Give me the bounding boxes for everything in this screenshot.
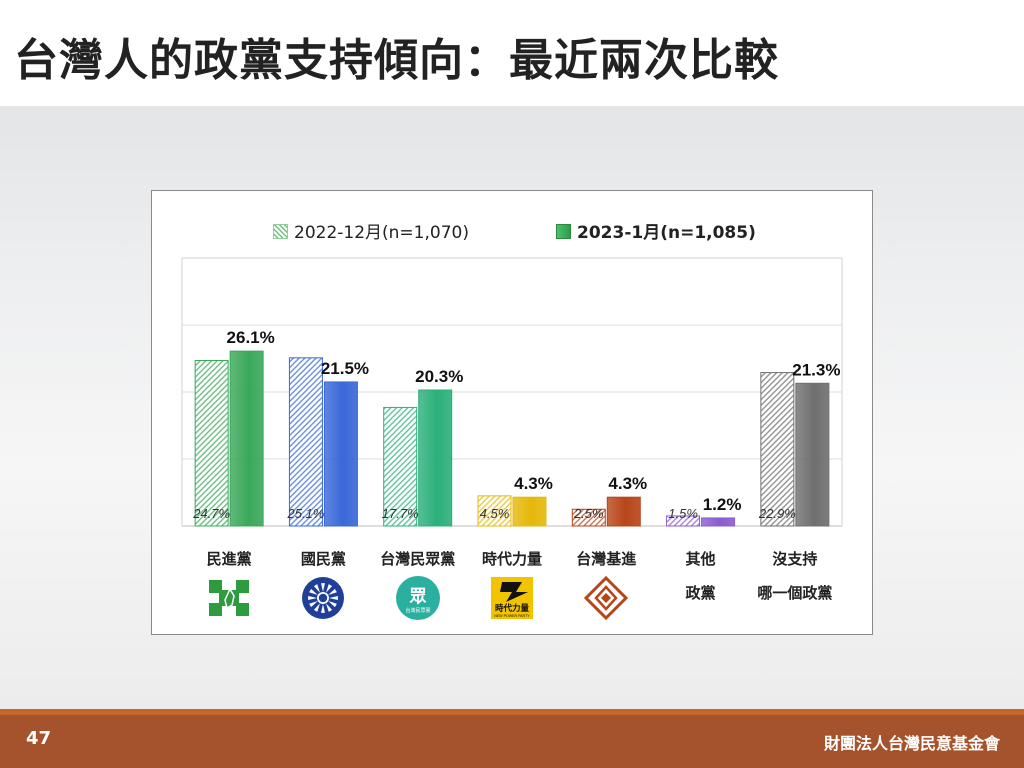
svg-text:台灣民眾黨: 台灣民眾黨 bbox=[405, 607, 430, 614]
category-label: 政黨 bbox=[685, 584, 716, 602]
svg-text:時代力量: 時代力量 bbox=[495, 603, 530, 613]
tpp-logo-icon: 眾台灣民眾黨 bbox=[394, 574, 442, 622]
data-label-2023-1: 21.3% bbox=[792, 360, 840, 379]
category-label: 台灣民眾黨 bbox=[380, 550, 456, 568]
category-label: 時代力量 bbox=[481, 550, 542, 568]
category-label: 沒支持 bbox=[772, 550, 818, 568]
legend-item-2023-1: 2023-1月(n=1,085) bbox=[556, 218, 756, 243]
data-label-2022-12: 2.5% bbox=[573, 506, 604, 521]
bar-2023-1-5 bbox=[606, 496, 641, 527]
bar-2023-1-6 bbox=[701, 517, 736, 527]
bar-2023-1-7 bbox=[795, 382, 830, 527]
bar-2022-12-4 bbox=[477, 495, 512, 527]
kmt-logo-icon bbox=[299, 574, 347, 622]
title-band bbox=[0, 0, 1024, 106]
bar-2022-12-7 bbox=[760, 372, 795, 527]
legend-swatch-hatched bbox=[273, 224, 288, 239]
bar-2022-12-1 bbox=[194, 360, 229, 527]
legend-label: 2023-1月(n=1,085) bbox=[577, 223, 756, 243]
data-label-2022-12: 25.1% bbox=[286, 506, 324, 521]
footer-accent-line bbox=[0, 709, 1024, 715]
data-label-2022-12: 22.9% bbox=[758, 506, 796, 521]
category-label: 民進黨 bbox=[206, 550, 252, 568]
dpp-logo-icon bbox=[205, 574, 253, 622]
bar-2023-1-1 bbox=[229, 350, 264, 527]
bar-2023-1-2 bbox=[323, 381, 358, 527]
data-label-2023-1: 4.3% bbox=[608, 474, 647, 493]
bar-2023-1-4 bbox=[512, 496, 547, 527]
bar-2023-1-3 bbox=[418, 389, 453, 527]
footer-bar bbox=[0, 715, 1024, 768]
data-label-2023-1: 21.5% bbox=[321, 359, 369, 378]
organization-name: 財團法人台灣民意基金會 bbox=[823, 734, 1000, 753]
category-label: 國民黨 bbox=[300, 550, 346, 568]
data-label-2022-12: 1.5% bbox=[668, 506, 698, 521]
slide-title: 台灣人的政黨支持傾向：最近兩次比較 bbox=[14, 35, 779, 86]
legend-item-2022-12: 2022-12月(n=1,070) bbox=[273, 218, 469, 243]
bar-2022-12-5 bbox=[571, 508, 606, 527]
data-label-2023-1: 20.3% bbox=[415, 367, 463, 386]
tsp-logo-icon bbox=[582, 574, 630, 622]
legend-label: 2022-12月(n=1,070) bbox=[294, 223, 469, 243]
data-label-2022-12: 17.7% bbox=[382, 506, 419, 521]
bar-2022-12-2 bbox=[288, 357, 323, 527]
svg-text:NEW POWER PARTY: NEW POWER PARTY bbox=[494, 614, 530, 618]
svg-text:眾: 眾 bbox=[408, 587, 426, 606]
bar-2022-12-3 bbox=[383, 406, 418, 527]
legend-swatch-solid bbox=[556, 224, 571, 239]
category-label: 哪一個政黨 bbox=[757, 584, 833, 602]
category-label: 其他 bbox=[685, 550, 716, 568]
data-label-2023-1: 26.1% bbox=[227, 328, 275, 347]
data-label-2022-12: 4.5% bbox=[480, 506, 510, 521]
bar-2022-12-6 bbox=[666, 515, 701, 527]
npp-logo-icon: 時代力量 NEW POWER PARTY bbox=[488, 574, 536, 622]
page-number: 47 bbox=[26, 728, 52, 749]
data-label-2023-1: 1.2% bbox=[703, 495, 742, 514]
category-label: 台灣基進 bbox=[576, 550, 637, 568]
data-label-2023-1: 4.3% bbox=[514, 474, 553, 493]
data-label-2022-12: 24.7% bbox=[192, 506, 230, 521]
